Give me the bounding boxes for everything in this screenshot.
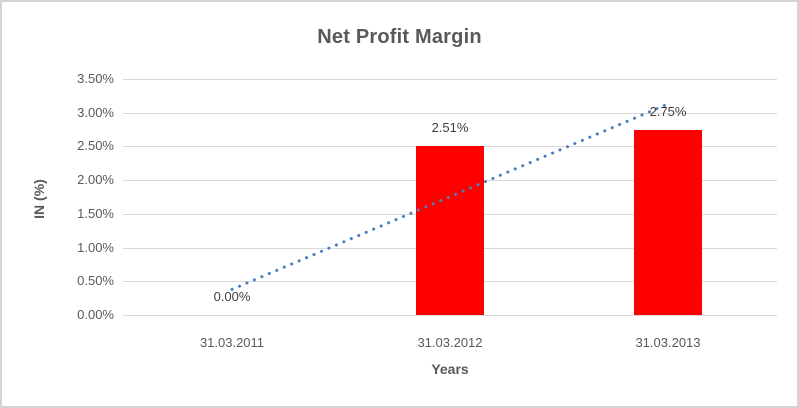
gridline	[123, 79, 777, 80]
x-tick-label: 31.03.2012	[417, 335, 483, 350]
gridline	[123, 315, 777, 316]
y-tick-label: 1.50%	[77, 205, 114, 221]
chart-title: Net Profit Margin	[317, 26, 482, 48]
x-axis-title: Years	[431, 361, 469, 377]
x-tick-label: 31.03.2013	[635, 335, 701, 350]
plot-area	[123, 79, 777, 316]
gridline	[123, 112, 777, 114]
y-tick-label: 3.00%	[77, 104, 114, 120]
y-tick-label: 0.50%	[77, 273, 114, 289]
bar-31.03.2013	[634, 129, 702, 315]
bar-data-label: 2.75%	[649, 103, 687, 119]
y-tick-label: 2.00%	[77, 172, 114, 188]
x-tick-label: 31.03.2011	[199, 335, 265, 350]
bar-data-label: 2.51%	[431, 119, 469, 135]
y-tick-label: 0.00%	[77, 307, 114, 322]
y-tick-label: 3.50%	[77, 71, 114, 86]
bar-31.03.2012	[416, 145, 484, 315]
y-tick-label: 2.50%	[77, 138, 114, 154]
bar-data-label: 0.00%	[213, 289, 251, 304]
y-tick-label: 1.00%	[77, 239, 114, 255]
